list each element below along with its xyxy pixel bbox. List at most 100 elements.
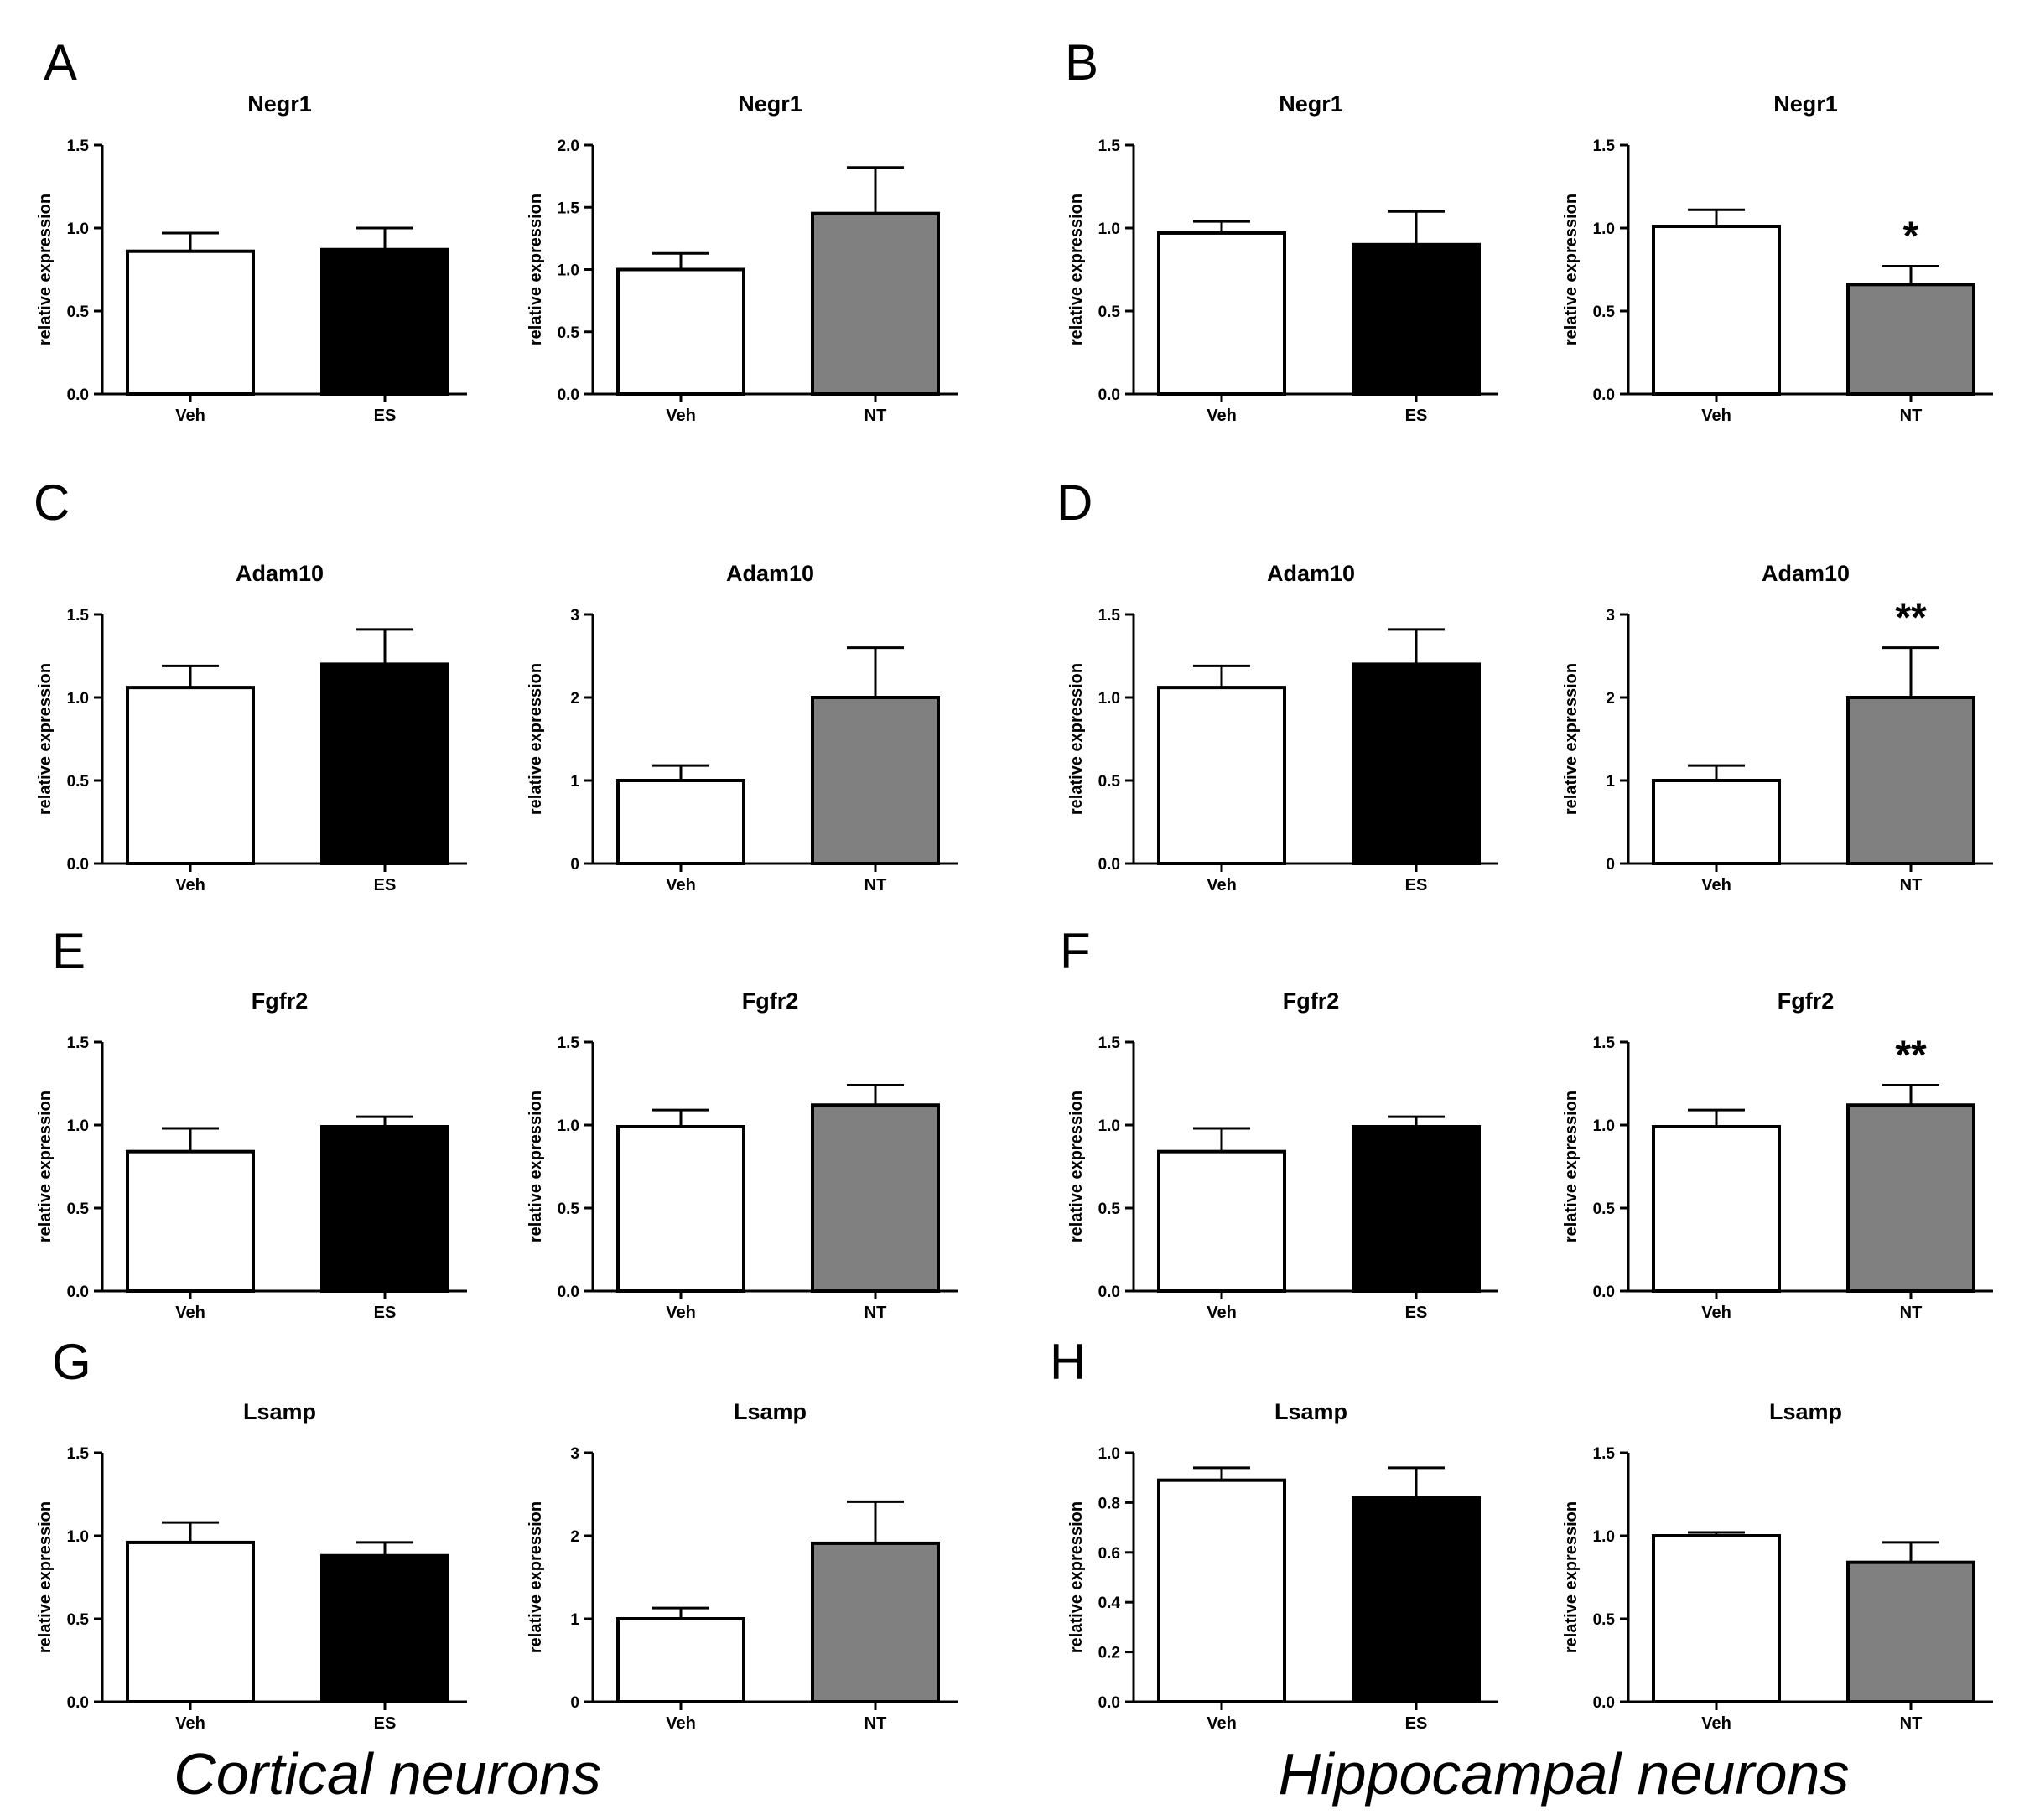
- chart-title: Adam10: [1267, 561, 1355, 586]
- caption-cortical-neurons: Cortical neurons: [174, 1741, 601, 1807]
- y-tick-label: 0.0: [1098, 1283, 1120, 1301]
- chart-title: Negr1: [247, 91, 312, 117]
- chart-f-es: Fgfr2 relative expression 0.0 0.5 1.0 1.5 Veh E…: [1067, 988, 1498, 1322]
- y-axis-label: relative expression: [1067, 194, 1086, 345]
- x-tick-label-es: ES: [374, 1714, 397, 1733]
- y-axis-label: relative expression: [527, 194, 545, 345]
- significance-annotation: **: [1895, 596, 1927, 640]
- significance-annotation: **: [1895, 1033, 1927, 1077]
- y-tick-label: 0.0: [67, 1283, 89, 1301]
- y-tick-label: 0.5: [1098, 303, 1121, 321]
- y-tick-label: 1.5: [67, 607, 90, 625]
- chart-g-es: Lsamp relative expression 0.0 0.5 1.0 1.5 Veh E…: [36, 1399, 467, 1733]
- chart-a-es: Negr1 relative expression 0.0 0.5 1.0 1.5 Veh E…: [36, 91, 467, 425]
- chart-title: Fgfr2: [742, 988, 799, 1014]
- y-tick-label: 1.5: [67, 1445, 90, 1463]
- y-tick-label: 0.0: [1593, 386, 1615, 404]
- panel-letter-d: D: [1056, 474, 1093, 531]
- x-tick-label-veh: Veh: [1207, 1714, 1237, 1733]
- chart-d-es: Adam10 relative expression 0.0 0.5 1.0 1.5 Veh…: [1067, 561, 1498, 894]
- chart-h-nt: Lsamp relative expression 0.0 0.5 1.0 1.5 Veh N…: [1562, 1399, 1993, 1733]
- panel-letter-c: C: [34, 474, 70, 531]
- y-tick-label: 0.0: [67, 856, 89, 874]
- y-tick-label: 0.5: [67, 303, 90, 321]
- y-tick-label: 0: [570, 1694, 579, 1712]
- x-tick-label-es: ES: [374, 1304, 397, 1322]
- y-tick-label: 0.5: [558, 324, 580, 342]
- y-tick-label: 0.0: [1593, 1694, 1615, 1712]
- x-tick-label-es: ES: [1405, 1714, 1428, 1733]
- y-tick-label: 1.0: [67, 220, 89, 238]
- x-tick-label-veh: Veh: [175, 1304, 205, 1322]
- panel-letter-b: B: [1065, 34, 1098, 91]
- x-tick-label-veh: Veh: [1701, 407, 1731, 425]
- chart-title: Lsamp: [243, 1399, 316, 1424]
- y-tick-label: 1.0: [1593, 220, 1615, 238]
- chart-f-nt: Fgfr2 relative expression 0.0 0.5 1.0 1.5 Veh N…: [1562, 988, 1993, 1322]
- chart-h-es: Lsamp relative expression 0.0 0.2 0.4 0.6 0.8 1…: [1067, 1399, 1498, 1733]
- bar-es: [1352, 242, 1481, 396]
- bar-veh: [126, 1149, 255, 1294]
- chart-title: Fgfr2: [1283, 988, 1340, 1014]
- y-tick-label: 2: [1606, 690, 1615, 708]
- y-tick-label: 1.0: [1098, 220, 1120, 238]
- y-tick-label: 1.0: [1593, 1528, 1615, 1546]
- y-tick-label: 0.5: [1593, 1200, 1616, 1218]
- x-tick-label-es: ES: [1405, 876, 1428, 894]
- y-tick-label: 3: [1606, 607, 1615, 625]
- y-tick-label: 0.5: [1098, 1200, 1121, 1218]
- x-tick-label-nt: NT: [864, 407, 887, 425]
- x-tick-label-veh: Veh: [175, 1714, 205, 1733]
- bar-veh: [1652, 225, 1781, 396]
- x-tick-label-nt: NT: [1900, 1714, 1923, 1733]
- chart-title: Negr1: [1773, 91, 1838, 117]
- bar-veh: [126, 249, 255, 396]
- chart-d-nt: Adam10 relative expression 0 1 2 3 Veh NT **: [1562, 561, 1993, 894]
- x-tick-label-veh: Veh: [1207, 1304, 1237, 1322]
- y-tick-label: 1.5: [67, 1034, 90, 1052]
- x-tick-label-veh: Veh: [1701, 876, 1731, 894]
- chart-title: Adam10: [236, 561, 324, 586]
- y-tick-label: 1.0: [558, 262, 579, 280]
- y-tick-label: 0.0: [558, 386, 579, 404]
- x-tick-label-veh: Veh: [1207, 407, 1237, 425]
- x-tick-label-veh: Veh: [666, 407, 696, 425]
- y-axis-label: relative expression: [1562, 1091, 1581, 1242]
- y-axis-label: relative expression: [527, 1091, 545, 1242]
- y-tick-label: 0.0: [1593, 1283, 1615, 1301]
- chart-title: Fgfr2: [1778, 988, 1835, 1014]
- y-tick-label: 0.0: [1098, 386, 1120, 404]
- y-tick-label: 0: [1606, 856, 1615, 874]
- chart-e-es: Fgfr2 relative expression 0.0 0.5 1.0 1.5 Veh E…: [36, 988, 467, 1322]
- y-tick-label: 0.5: [1593, 1611, 1616, 1629]
- chart-title: Adam10: [1762, 561, 1850, 586]
- x-tick-label-veh: Veh: [666, 1304, 696, 1322]
- y-axis-label: relative expression: [36, 1501, 55, 1653]
- y-axis-label: relative expression: [1562, 1501, 1581, 1653]
- y-tick-label: 1.0: [1593, 1117, 1615, 1135]
- y-tick-label: 0.0: [67, 1694, 89, 1712]
- chart-c-es: Adam10 relative expression 0.0 0.5 1.0 1.5 Veh…: [36, 561, 467, 894]
- y-tick-label: 0.5: [67, 1200, 90, 1218]
- y-tick-label: 0.8: [1098, 1495, 1120, 1512]
- y-tick-label: 3: [570, 1445, 579, 1463]
- y-tick-label: 1.0: [558, 1117, 579, 1135]
- y-tick-label: 0: [570, 856, 579, 874]
- y-tick-label: 0.0: [1098, 856, 1120, 874]
- panel-letter-g: G: [52, 1334, 91, 1390]
- bar-veh: [1652, 1124, 1781, 1293]
- significance-annotation: *: [1903, 215, 1919, 259]
- chart-title: Lsamp: [1769, 1399, 1842, 1424]
- chart-title: Lsamp: [734, 1399, 807, 1424]
- panel-letter-h: H: [1050, 1334, 1086, 1390]
- bar-es: [320, 662, 449, 866]
- bar-veh: [616, 1124, 745, 1293]
- bar-nt: [1846, 696, 1975, 865]
- y-axis-label: relative expression: [1067, 663, 1086, 815]
- x-tick-label-nt: NT: [864, 1714, 887, 1733]
- chart-b-nt: Negr1 relative expression 0.0 0.5 1.0 1.5 Veh N…: [1562, 91, 1993, 425]
- y-tick-label: 1.5: [67, 137, 90, 155]
- y-tick-label: 3: [570, 607, 579, 625]
- y-tick-label: 0.5: [1098, 773, 1121, 791]
- y-tick-label: 1: [570, 773, 579, 791]
